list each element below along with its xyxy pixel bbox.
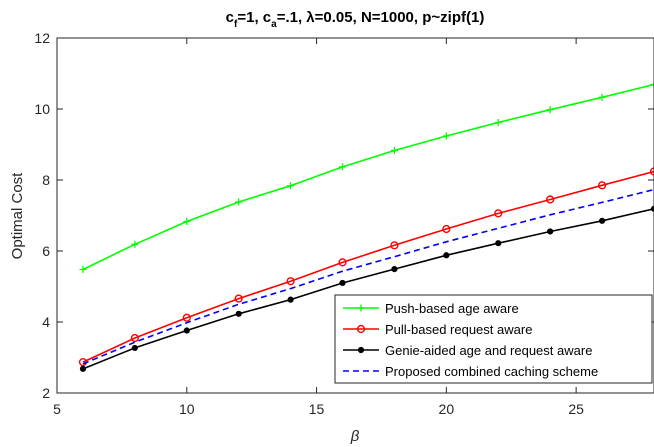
legend-label: Genie-aided age and request aware: [385, 343, 592, 358]
legend: Push-based age aware Pull-based request a…: [334, 294, 653, 384]
dot-marker: [391, 266, 398, 273]
circle-marker: [494, 209, 503, 218]
circle-marker: [546, 195, 555, 204]
title-segment: =.1, λ=0.05, N=1000, p~zipf(1): [277, 9, 485, 26]
y-axis-label: Optimal Cost: [9, 172, 26, 260]
legend-label: Proposed combined caching scheme: [385, 364, 598, 379]
axes: 5 10 15 20 25 2 4 6 8 10 12: [34, 30, 654, 417]
dot-marker: [495, 240, 502, 247]
series-line: [82, 188, 654, 365]
x-axis-label: β: [350, 428, 360, 445]
dot-marker: [598, 217, 606, 224]
dot-marker: [339, 279, 346, 287]
y-tick-label: 4: [42, 314, 50, 330]
legend-item: Pull-based request aware: [343, 322, 532, 337]
y-tick-label: 2: [42, 385, 50, 401]
circle-marker: [234, 294, 243, 303]
dot-marker: [79, 365, 87, 372]
y-tick-label: 8: [42, 172, 50, 188]
x-tick-label: 10: [179, 401, 195, 417]
x-tick-label: 5: [53, 401, 61, 417]
legend-item: Genie-aided age and request aware: [343, 343, 592, 358]
legend-item: Proposed combined caching scheme: [343, 364, 598, 379]
y-tick-label: 10: [34, 101, 50, 117]
legend-box: [334, 294, 653, 384]
dot-marker: [443, 252, 450, 259]
y-tick-label: 12: [34, 30, 50, 46]
dot-marker: [131, 344, 138, 352]
dot-marker: [547, 228, 554, 235]
circle-marker: [356, 324, 366, 334]
circle-marker: [390, 241, 399, 250]
series-0: [79, 81, 654, 273]
series-line: [82, 208, 654, 370]
x-tick-label: 25: [568, 401, 584, 417]
title-subscript: f: [234, 19, 238, 30]
series-3: [82, 188, 654, 365]
series-line: [82, 83, 654, 271]
legend-label: Pull-based request aware: [385, 322, 532, 337]
x-tick-label: 15: [309, 401, 325, 417]
legend-label: Push-based age aware: [385, 301, 519, 316]
dot-marker: [183, 327, 190, 334]
series-2: [79, 205, 654, 372]
y-tick-label: 6: [42, 243, 50, 259]
circle-marker: [286, 277, 295, 286]
title-segment: c: [226, 9, 234, 26]
dot-marker: [357, 346, 365, 354]
title-subscript: a: [271, 19, 277, 30]
axes-box: [56, 37, 654, 394]
circle-marker: [597, 181, 607, 190]
legend-item: Push-based age aware: [343, 301, 519, 316]
dot-marker: [650, 205, 654, 212]
chart-title: cf=1, ca=.1, λ=0.05, N=1000, p~zipf(1): [226, 9, 485, 30]
circle-marker: [130, 333, 139, 343]
x-tick-label: 20: [439, 401, 455, 417]
circle-marker: [338, 258, 347, 267]
series-line: [82, 170, 654, 363]
circle-marker: [182, 313, 191, 322]
plot-area: [78, 81, 654, 372]
dot-marker: [287, 296, 294, 303]
circle-marker: [442, 224, 451, 234]
dot-marker: [235, 310, 242, 317]
title-segment: =1, c: [237, 9, 271, 26]
